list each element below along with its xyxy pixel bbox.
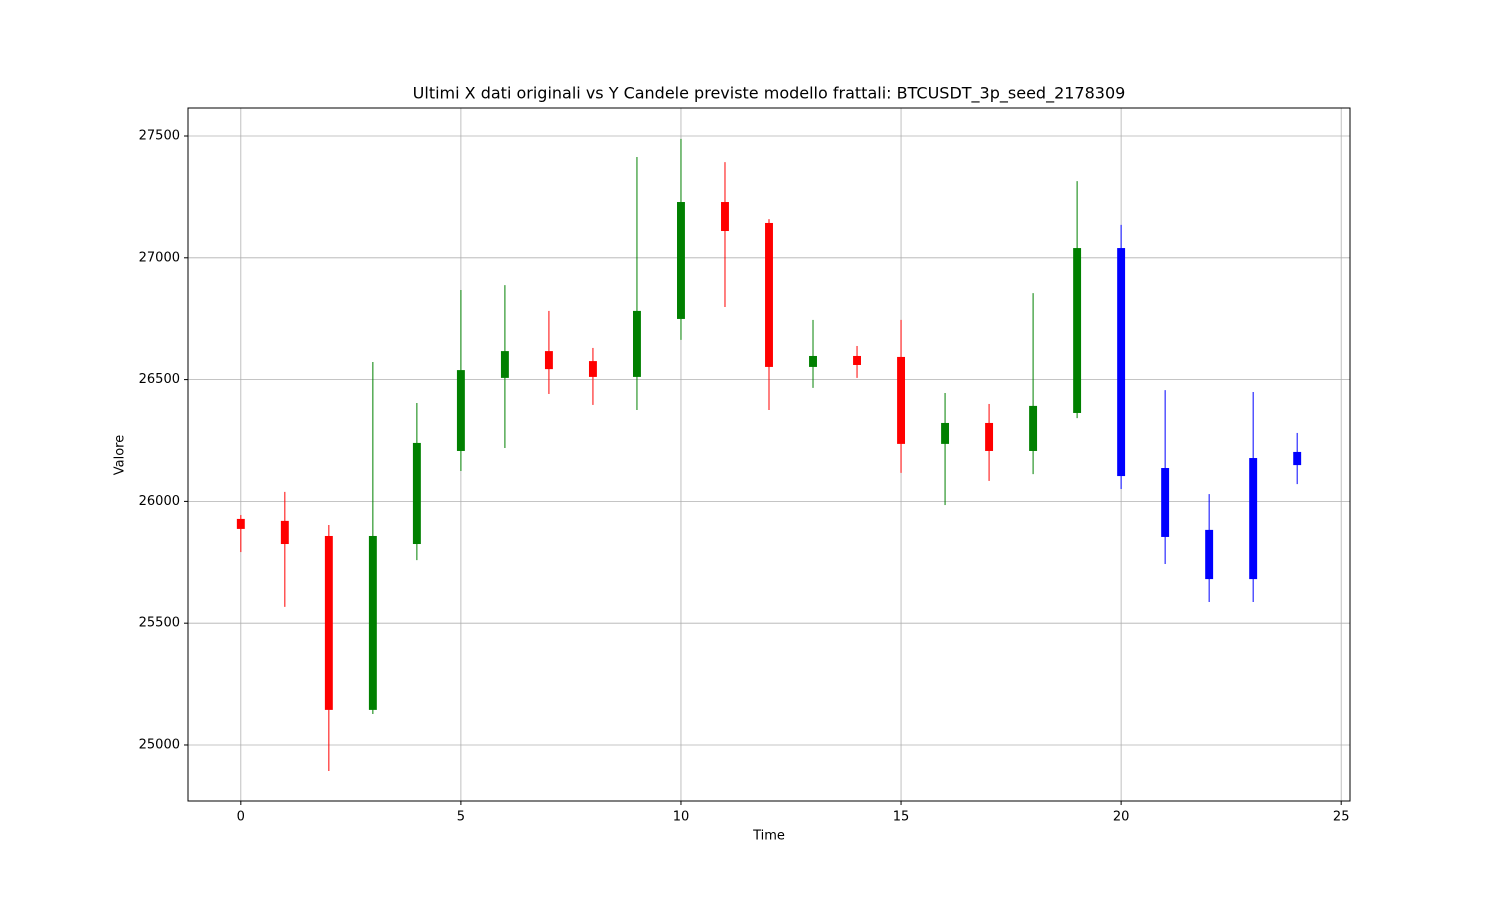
candle-body bbox=[632, 310, 641, 377]
candle-body bbox=[853, 355, 861, 365]
candle-body bbox=[588, 361, 597, 377]
candle-body bbox=[324, 535, 333, 710]
y-tick-label: 26500 bbox=[139, 372, 180, 387]
candle-body bbox=[1205, 529, 1214, 580]
x-axis-label: Time bbox=[752, 829, 785, 844]
x-tick-label: 25 bbox=[1333, 810, 1350, 825]
y-tick-label: 27000 bbox=[139, 250, 180, 265]
candle-body bbox=[500, 351, 509, 378]
candle-body bbox=[412, 442, 421, 545]
x-tick-label: 10 bbox=[673, 810, 690, 825]
candle-body bbox=[1161, 468, 1170, 537]
candle-body bbox=[1117, 248, 1126, 477]
candle-body bbox=[1249, 458, 1258, 580]
candle-body bbox=[456, 370, 465, 451]
candle-body bbox=[897, 356, 906, 444]
candle-body bbox=[236, 518, 245, 529]
candle-body bbox=[368, 535, 377, 710]
x-tick-label: 15 bbox=[893, 810, 910, 825]
y-tick-label: 26000 bbox=[139, 494, 180, 509]
candle-body bbox=[985, 422, 994, 451]
candle-body bbox=[941, 422, 950, 444]
candle-body bbox=[677, 202, 685, 319]
y-axis-label: Valore bbox=[113, 435, 128, 475]
x-tick-label: 0 bbox=[237, 810, 245, 825]
chart-title: Ultimi X dati originali vs Y Candele pre… bbox=[413, 84, 1126, 104]
y-tick-label: 25000 bbox=[139, 737, 180, 752]
candle-body bbox=[544, 351, 553, 370]
plot-frame bbox=[187, 107, 1351, 802]
candle-body bbox=[1073, 248, 1082, 413]
candle-body bbox=[280, 520, 289, 545]
y-tick-label: 25500 bbox=[139, 616, 180, 631]
y-tick-label: 27500 bbox=[139, 129, 180, 144]
candle-body bbox=[809, 355, 817, 367]
candle-body bbox=[765, 222, 773, 367]
candle-body bbox=[1029, 405, 1038, 451]
x-tick-label: 5 bbox=[457, 810, 465, 825]
candle-body bbox=[1293, 451, 1302, 466]
x-tick-label: 20 bbox=[1113, 810, 1130, 825]
candle-body bbox=[721, 202, 729, 232]
